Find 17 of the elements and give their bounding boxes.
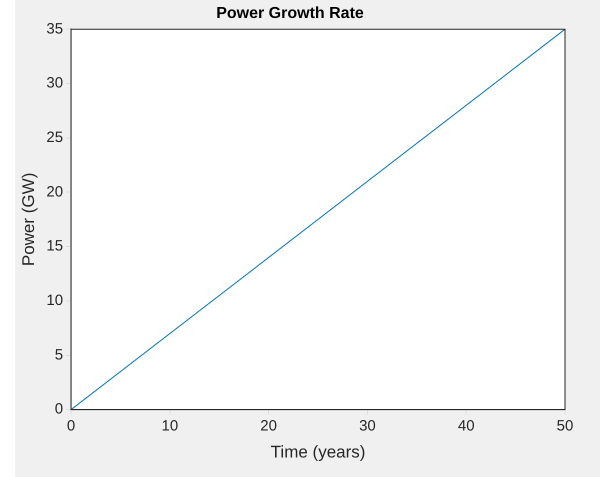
x-tick-label: 20 bbox=[260, 418, 277, 435]
y-tick-label: 20 bbox=[46, 183, 64, 200]
x-tick-label: 40 bbox=[458, 418, 475, 435]
y-axis-title: Power (GW) bbox=[18, 172, 38, 266]
y-tick-label: 0 bbox=[54, 400, 64, 418]
chart-title: Power Growth Rate bbox=[216, 5, 364, 22]
y-tick-label: 15 bbox=[46, 238, 64, 255]
y-tick-label: 30 bbox=[46, 74, 64, 92]
y-tick-label: 25 bbox=[46, 129, 64, 146]
x-tick-label: 10 bbox=[162, 418, 178, 435]
y-tick-label: 35 bbox=[46, 20, 64, 38]
y-tick-label: 5 bbox=[54, 346, 64, 364]
y-tick-label: 10 bbox=[46, 292, 64, 310]
x-tick-label: 0 bbox=[66, 418, 76, 435]
x-tick-label: 50 bbox=[556, 418, 574, 435]
x-axis-title: Time (years) bbox=[270, 442, 366, 462]
x-tick-label: 30 bbox=[359, 418, 376, 435]
